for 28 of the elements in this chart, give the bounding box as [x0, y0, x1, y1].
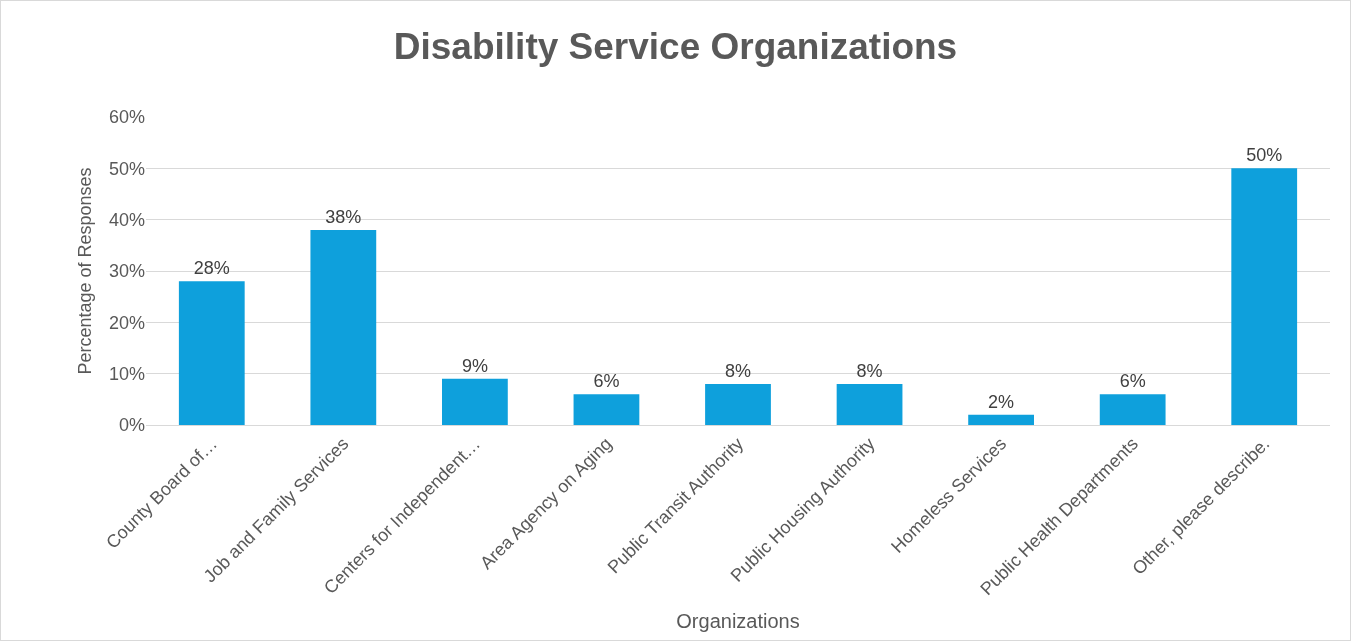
data-label: 8% [724, 360, 752, 381]
bar [310, 229, 377, 425]
data-label: 2% [988, 391, 1015, 412]
y-axis-title: Percentage of Responses [75, 167, 96, 375]
y-tick-label: 50% [108, 158, 145, 179]
data-label: 28% [193, 258, 230, 279]
y-tick-label: 30% [108, 261, 145, 282]
x-axis-title: Organizations [676, 609, 800, 632]
y-tick-label: 60% [108, 107, 145, 128]
data-label: 9% [461, 355, 488, 376]
y-tick-label: 10% [108, 363, 145, 384]
data-label: 38% [325, 206, 362, 227]
y-tick-label: 20% [108, 312, 145, 333]
bar [705, 383, 771, 425]
bar [573, 394, 640, 425]
bar [836, 383, 903, 425]
chart-title: Disability Service Organizations [393, 25, 958, 67]
data-label: 6% [1119, 371, 1146, 392]
bar [1231, 168, 1298, 425]
bar [442, 378, 508, 425]
y-tick-label: 0% [118, 415, 145, 436]
data-label: 6% [593, 371, 620, 392]
data-label: 8% [856, 360, 883, 381]
bar [178, 281, 245, 425]
bar [968, 414, 1034, 425]
bar [1099, 394, 1166, 425]
y-tick-label: 40% [108, 209, 145, 230]
data-label: 50% [1246, 145, 1283, 166]
